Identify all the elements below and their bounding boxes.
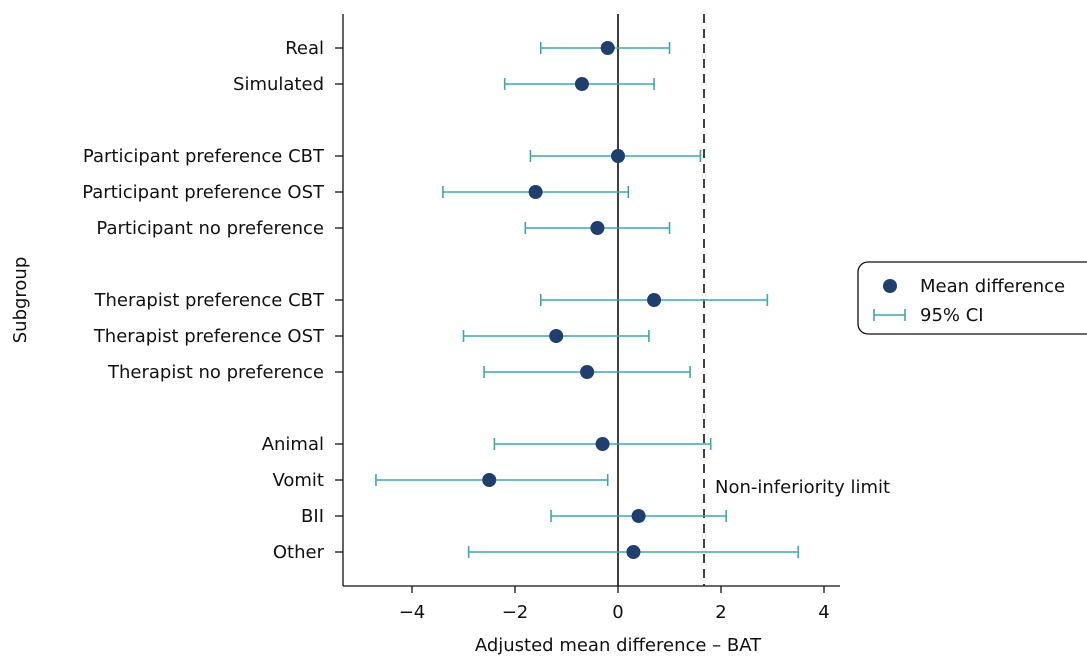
- legend-mean-label: Mean difference: [920, 276, 1065, 297]
- mean-point: [549, 329, 564, 343]
- plot-rows: Real Simulated Participant preference CBT P…: [82, 38, 800, 563]
- mean-point: [528, 185, 543, 199]
- x-tick-label: 4: [818, 602, 829, 623]
- y-tick-label: Real: [285, 38, 324, 59]
- mean-point: [595, 437, 610, 451]
- x-tick-label: 0: [612, 602, 623, 623]
- legend: Mean difference 95% CI: [857, 261, 1087, 335]
- y-tick-label: Simulated: [233, 74, 324, 95]
- mean-point: [590, 221, 605, 235]
- y-tick-label: Participant no preference: [96, 218, 324, 239]
- legend-ci-label: 95% CI: [920, 305, 984, 326]
- mean-point: [580, 365, 595, 379]
- y-tick-label: Therapist preference CBT: [94, 290, 326, 311]
- legend-box: [857, 261, 1087, 335]
- y-tick-label: Participant preference CBT: [83, 146, 325, 167]
- plot-axes: Non-inferiority limit −4 −2 0 2 4: [342, 14, 890, 623]
- y-tick-label: BII: [301, 506, 324, 527]
- non-inferiority-label: Non-inferiority limit: [715, 477, 890, 498]
- y-tick-label: Animal: [262, 434, 324, 455]
- y-tick-label: Participant preference OST: [82, 182, 325, 203]
- x-tick-label: 2: [715, 602, 726, 623]
- mean-point: [574, 77, 589, 91]
- mean-point: [626, 545, 641, 559]
- y-tick-label: Therapist preference OST: [93, 326, 325, 347]
- x-axis-label: Adjusted mean difference – BAT: [475, 635, 762, 656]
- y-tick-label: Therapist no preference: [107, 362, 324, 383]
- mean-point: [482, 473, 497, 487]
- y-axis-label: Subgroup: [10, 257, 31, 344]
- mean-point: [631, 509, 646, 523]
- x-tick-label: −4: [399, 602, 426, 623]
- mean-point: [647, 293, 662, 307]
- y-tick-label: Vomit: [272, 470, 324, 491]
- mean-point: [611, 149, 625, 163]
- legend-mean-marker: [883, 279, 897, 293]
- mean-point: [600, 41, 615, 55]
- x-tick-label: −2: [502, 602, 529, 623]
- y-tick-label: Other: [273, 542, 325, 563]
